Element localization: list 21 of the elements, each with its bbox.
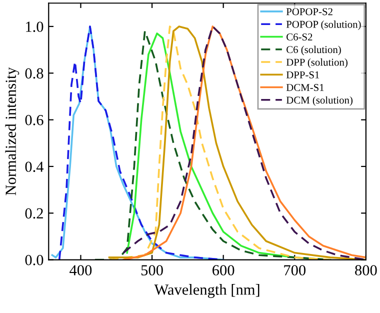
legend-label: C6-S2	[286, 33, 312, 40]
x-axis-title: Wavelength [nm]	[154, 284, 260, 298]
y-tick-label: 0.0	[25, 254, 44, 266]
y-axis-title: Normalized intensity	[5, 67, 20, 196]
x-tick-label: 800	[355, 265, 377, 276]
legend-label: POPOP (solution)	[286, 20, 361, 30]
y-tick-label: 0.8	[25, 68, 44, 79]
x-tick-label: 400	[70, 265, 92, 276]
y-tick-label: 0.2	[25, 208, 43, 219]
legend-label: C6 (solution)	[286, 46, 341, 56]
x-tick-label: 700	[284, 265, 306, 276]
x-tick-label: 600	[212, 265, 234, 276]
legend-label: DCM-S1	[286, 84, 324, 92]
x-tick-label: 500	[141, 265, 163, 276]
legend-label: DCM (solution)	[286, 96, 352, 106]
legend-label: DPP-S1	[286, 71, 320, 78]
y-tick-label: 0.6	[25, 114, 44, 126]
y-tick-label: 1.0	[26, 22, 44, 32]
y-tick-label: 0.4	[25, 162, 44, 172]
legend-label: POPOP-S2	[286, 8, 332, 16]
legend-label: DPP (solution)	[286, 58, 348, 68]
